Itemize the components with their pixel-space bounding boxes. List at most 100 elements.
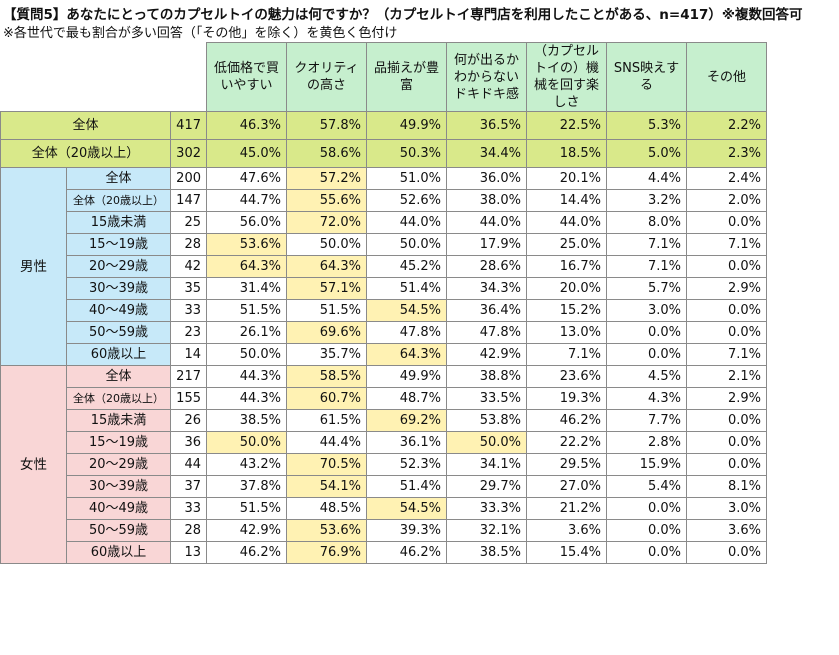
column-header-4: （カプセルトイの）機械を回す楽しさ (526, 42, 607, 112)
data-cell: 64.3% (206, 255, 287, 278)
table-row: 60歳以上 14 50.0% 35.7% 64.3% 42.9% 7.1% 0.0% 7.1% (1, 343, 767, 366)
data-cell: 3.2% (606, 189, 687, 212)
column-header-0: 低価格で買いやすい (206, 42, 287, 112)
data-cell: 46.2% (366, 541, 447, 564)
row-count: 36 (170, 431, 207, 454)
data-cell: 50.3% (366, 139, 447, 168)
page-subtitle: ※各世代で最も割合が多い回答（「その他」を除く）を黄色く色付け (3, 26, 398, 41)
row-count: 417 (170, 111, 207, 140)
data-cell: 17.9% (446, 233, 527, 256)
data-cell: 38.8% (446, 365, 527, 388)
data-cell: 32.1% (446, 519, 527, 542)
data-cell: 50.0% (286, 233, 367, 256)
column-header-5: SNS映えする (606, 42, 687, 112)
data-cell: 57.1% (286, 277, 367, 300)
row-label: 60歳以上 (66, 541, 171, 564)
data-cell: 36.5% (446, 111, 527, 140)
data-cell: 47.6% (206, 167, 287, 190)
data-cell: 57.2% (286, 167, 367, 190)
data-cell: 36.4% (446, 299, 527, 322)
row-count: 42 (170, 255, 207, 278)
data-cell: 2.2% (686, 111, 767, 140)
data-cell: 45.0% (206, 139, 287, 168)
row-label: 全体 (66, 167, 171, 190)
data-cell: 20.1% (526, 167, 607, 190)
row-label: 50～59歳 (66, 321, 171, 344)
data-cell: 8.1% (686, 475, 767, 498)
data-cell: 7.1% (686, 233, 767, 256)
group-label: 男性 (0, 167, 67, 366)
data-cell: 0.0% (606, 321, 687, 344)
row-label: 40～49歳 (66, 497, 171, 520)
row-count: 13 (170, 541, 207, 564)
data-cell: 7.1% (526, 343, 607, 366)
row-label: 60歳以上 (66, 343, 171, 366)
data-cell: 44.3% (206, 387, 287, 410)
data-cell: 23.6% (526, 365, 607, 388)
data-cell: 29.7% (446, 475, 527, 498)
data-cell: 8.0% (606, 211, 687, 234)
row-count: 37 (170, 475, 207, 498)
data-cell: 60.7% (286, 387, 367, 410)
data-cell: 4.3% (606, 387, 687, 410)
data-cell: 15.2% (526, 299, 607, 322)
data-cell: 5.0% (606, 139, 687, 168)
data-cell: 70.5% (286, 453, 367, 476)
data-cell: 4.4% (606, 167, 687, 190)
data-cell: 33.5% (446, 387, 527, 410)
data-cell: 53.8% (446, 409, 527, 432)
data-cell: 69.2% (366, 409, 447, 432)
data-cell: 57.8% (286, 111, 367, 140)
data-cell: 34.4% (446, 139, 527, 168)
data-cell: 47.8% (446, 321, 527, 344)
header-blank (0, 42, 207, 112)
data-cell: 52.3% (366, 453, 447, 476)
data-cell: 39.3% (366, 519, 447, 542)
data-cell: 44.0% (366, 211, 447, 234)
data-cell: 0.0% (606, 497, 687, 520)
row-count: 217 (170, 365, 207, 388)
data-cell: 52.6% (366, 189, 447, 212)
row-label: 15～19歳 (66, 431, 171, 454)
data-cell: 46.3% (206, 111, 287, 140)
table-row: 15歳未満 25 56.0% 72.0% 44.0% 44.0% 44.0% 8.0% 0.0% (1, 211, 767, 234)
row-label: 全体（20歳以上） (66, 189, 171, 212)
row-count: 44 (170, 453, 207, 476)
row-count: 33 (170, 299, 207, 322)
data-cell: 37.8% (206, 475, 287, 498)
data-cell: 61.5% (286, 409, 367, 432)
data-cell: 0.0% (686, 211, 767, 234)
data-cell: 54.5% (366, 299, 447, 322)
row-label: 20～29歳 (66, 453, 171, 476)
row-count: 147 (170, 189, 207, 212)
data-cell: 31.4% (206, 277, 287, 300)
data-cell: 46.2% (206, 541, 287, 564)
table-row: 全体（20歳以上） 155 44.3% 60.7% 48.7% 33.5% 19.3% 4.3… (1, 387, 767, 410)
data-cell: 2.0% (686, 189, 767, 212)
data-cell: 38.5% (206, 409, 287, 432)
data-cell: 5.3% (606, 111, 687, 140)
data-cell: 2.8% (606, 431, 687, 454)
data-cell: 53.6% (286, 519, 367, 542)
data-cell: 0.0% (606, 541, 687, 564)
data-cell: 46.2% (526, 409, 607, 432)
table-row: 40～49歳 33 51.5% 48.5% 54.5% 33.3% 21.2% 0.0% 3.0… (1, 497, 767, 520)
data-cell: 44.3% (206, 365, 287, 388)
data-cell: 35.7% (286, 343, 367, 366)
data-cell: 7.1% (606, 255, 687, 278)
table-row: 50～59歳 23 26.1% 69.6% 47.8% 47.8% 13.0% 0.0% 0.0… (1, 321, 767, 344)
group-label: 女性 (0, 365, 67, 564)
table-row: 15歳未満 26 38.5% 61.5% 69.2% 53.8% 46.2% 7.7% 0.0% (1, 409, 767, 432)
row-label: 20～29歳 (66, 255, 171, 278)
data-cell: 5.4% (606, 475, 687, 498)
table-row: 女性 全体 217 44.3% 58.5% 49.9% 38.8% 23.6% 4.5% 2.1% (0, 365, 767, 564)
data-cell: 26.1% (206, 321, 287, 344)
table-row: 50～59歳 28 42.9% 53.6% 39.3% 32.1% 3.6% 0.0% 3.6% (1, 519, 767, 542)
data-cell: 7.7% (606, 409, 687, 432)
data-cell: 0.0% (686, 299, 767, 322)
row-count: 28 (170, 233, 207, 256)
data-cell: 15.4% (526, 541, 607, 564)
data-cell: 0.0% (686, 321, 767, 344)
data-cell: 56.0% (206, 211, 287, 234)
data-cell: 50.0% (366, 233, 447, 256)
